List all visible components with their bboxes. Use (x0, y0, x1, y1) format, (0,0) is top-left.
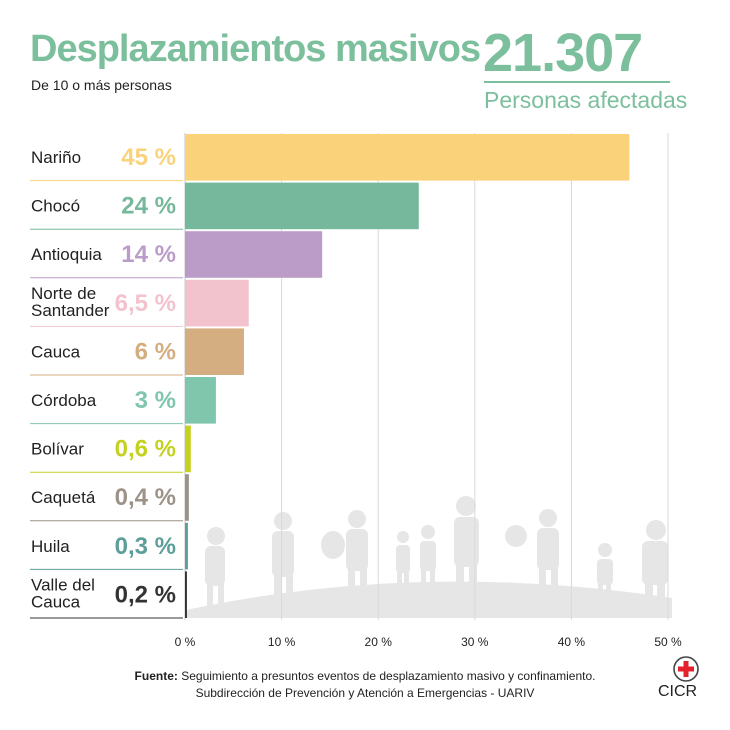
bar (185, 571, 187, 618)
bar (185, 522, 188, 570)
value-label: 0,3 % (115, 533, 176, 560)
x-axis: 0 % 10 % 20 % 30 % 40 % 50 % (175, 635, 682, 649)
bar (185, 328, 244, 375)
bar (185, 279, 249, 327)
bar (185, 425, 191, 473)
source-line-1: Seguimiento a presuntos eventos de despl… (181, 669, 596, 683)
value-label: 0,6 % (115, 436, 176, 463)
x-tick-label: 0 % (175, 635, 196, 649)
category-label: Nariño (31, 148, 81, 167)
category-label: Bolívar (31, 440, 84, 459)
logo-text: CICR (658, 683, 698, 700)
value-label: 0,2 % (115, 581, 176, 608)
value-label: 6,5 % (115, 290, 176, 317)
category-label: Valle del Cauca (31, 575, 95, 611)
total-affected-caption: Personas afectadas (484, 87, 688, 113)
bar (185, 231, 323, 278)
category-label: Norte de Santander (31, 284, 110, 320)
bar (185, 134, 630, 181)
chart-title: Desplazamientos masivos (30, 28, 481, 70)
category-label: Huila (31, 537, 70, 556)
value-label: 45 % (121, 144, 176, 171)
category-label: Córdoba (31, 391, 97, 410)
category-label: Chocó (31, 197, 80, 216)
displaced-people-silhouette-icon (186, 496, 672, 618)
category-label: Caquetá (31, 488, 96, 507)
chart-subtitle: De 10 o más personas (31, 77, 172, 93)
bar (185, 377, 216, 424)
x-tick-label: 40 % (558, 635, 586, 649)
bar (185, 474, 189, 521)
x-tick-label: 10 % (268, 635, 296, 649)
value-label: 24 % (121, 193, 176, 220)
total-affected-rule (484, 81, 670, 83)
category-label: Cauca (31, 342, 81, 361)
total-affected-number: 21.307 (483, 23, 643, 83)
value-label: 0,4 % (115, 484, 176, 511)
x-tick-label: 50 % (654, 635, 682, 649)
red-cross-icon (673, 656, 699, 682)
value-label: 3 % (135, 387, 176, 414)
x-tick-label: 30 % (461, 635, 489, 649)
category-label: Antioquia (31, 245, 102, 264)
x-tick-label: 20 % (365, 635, 393, 649)
source-label: Fuente: (134, 669, 178, 683)
source-note: Fuente: Seguimiento a presuntos eventos … (0, 668, 730, 702)
value-label: 6 % (135, 338, 176, 365)
bar (185, 182, 419, 230)
source-line-2: Subdirección de Prevención y Atención a … (195, 686, 535, 700)
value-label: 14 % (121, 241, 176, 268)
